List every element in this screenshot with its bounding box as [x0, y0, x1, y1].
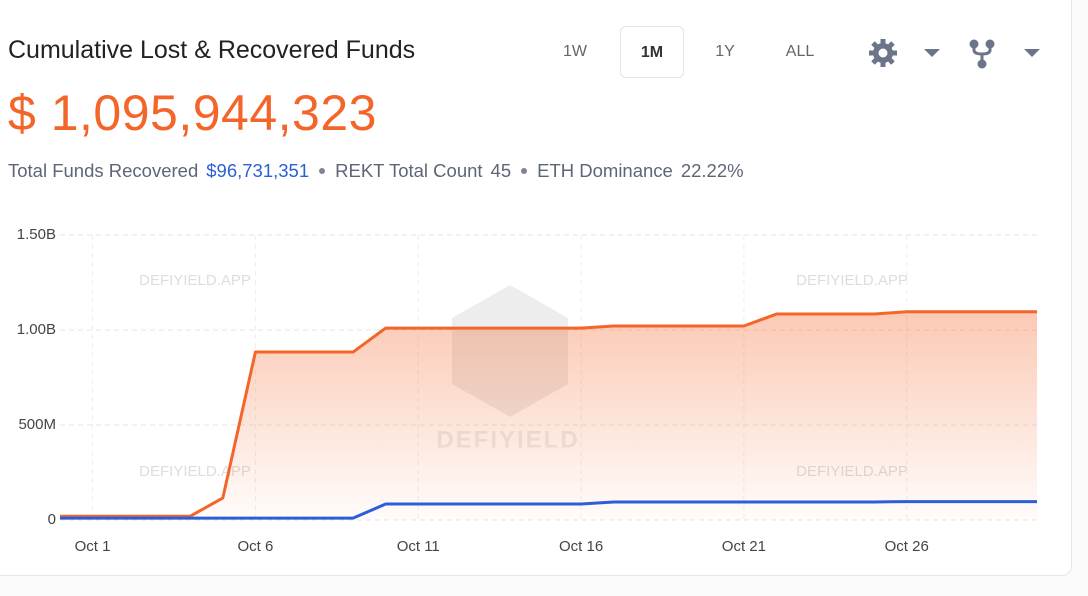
range-button[interactable]: ALL [785, 43, 815, 60]
x-tick-label: Oct 6 [237, 538, 273, 555]
dropdown-caret[interactable] [924, 49, 940, 57]
y-tick-label: 500M [18, 416, 56, 433]
stat-value: 45 [490, 160, 512, 181]
settings-icon[interactable] [869, 39, 897, 67]
series-line [60, 310, 1037, 518]
y-tick-label: 1.50B [17, 226, 56, 243]
toolbar-icons [869, 39, 1040, 69]
title: Cumulative Lost & Recovered Funds [8, 36, 416, 64]
separator-dot [521, 168, 528, 174]
x-tick-label: Oct 16 [559, 538, 603, 555]
y-tick-label: 1.00B [17, 321, 56, 338]
range-button[interactable]: 1W [563, 43, 587, 60]
fork-icon[interactable] [969, 39, 995, 69]
dropdown-caret[interactable] [1024, 49, 1040, 57]
range-button[interactable]: 1M [620, 26, 684, 78]
stat-value: 22.22% [680, 160, 744, 181]
watermark: DEFIYIELD.APP [796, 272, 908, 289]
watermark: DEFIYIELD.APP [139, 463, 251, 480]
watermark: DEFIYIELD.APP [139, 272, 251, 289]
area-fill [60, 311, 1037, 520]
separator-dot [319, 168, 326, 174]
stat-label: ETH Dominance [537, 160, 673, 181]
stat-label: REKT Total Count [335, 160, 483, 181]
series-line [60, 500, 1037, 520]
stats: Total Funds Recovered $96,731,351 REKT Tot… [8, 160, 744, 182]
range-button[interactable]: 1Y [715, 43, 735, 60]
y-tick-label: 0 [48, 511, 56, 528]
x-tick-label: Oct 26 [885, 538, 929, 555]
x-tick-label: Oct 11 [397, 538, 440, 555]
stat-label: Total Funds Recovered [8, 160, 199, 181]
x-tick-label: Oct 21 [722, 538, 766, 555]
total-amount: $ 1,095,944,323 [8, 85, 377, 141]
stat-value: $96,731,351 [206, 160, 310, 181]
x-tick-label: Oct 1 [75, 538, 111, 555]
